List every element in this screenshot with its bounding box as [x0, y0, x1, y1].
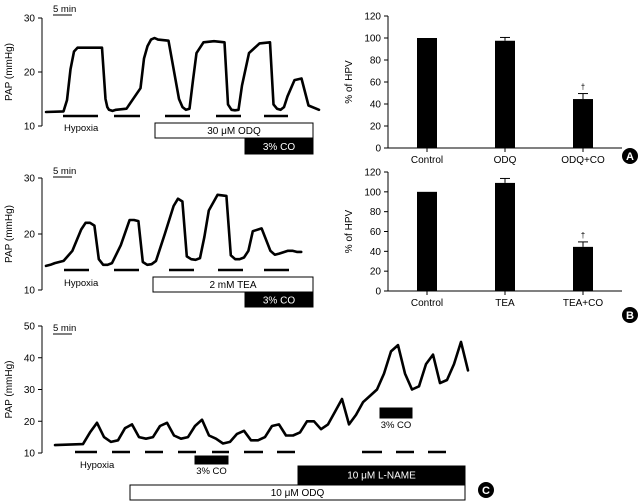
drug-bar [297, 465, 466, 485]
hypoxia-label: Hypoxia [64, 278, 99, 289]
y-tick-label: 50 [24, 322, 36, 333]
y-tick-label: 20 [370, 267, 382, 278]
hypoxia-label: Hypoxia [80, 460, 115, 471]
drug-bar [152, 276, 314, 293]
y-tick-label: 20 [370, 122, 382, 133]
bar-chart-a: 0 20 40 60 80 100 120 % of HPV Control ODQ ODQ+CO † [344, 12, 622, 166]
y-tick-label: 10 [24, 122, 36, 133]
y-tick-label: 40 [370, 247, 382, 258]
drug-bar-label: 30 μM ODQ [207, 126, 261, 137]
bar [573, 246, 593, 291]
x-tick-label: TEA+CO [563, 298, 604, 309]
drug-bar-label: 2 mM TEA [209, 280, 256, 291]
y-tick-label: 40 [24, 353, 36, 364]
y-tick-label: 30 [24, 14, 36, 25]
pressure-trace-line [44, 36, 321, 114]
y-tick-label: 60 [370, 78, 382, 89]
pressure-trace-line [53, 340, 470, 447]
x-tick-label: ODQ [494, 155, 517, 166]
drug-bar [154, 122, 314, 139]
drug-bar [194, 455, 229, 465]
y-tick-label: 80 [370, 207, 382, 218]
y-tick-label: 10 [24, 286, 36, 297]
drug-bar [129, 484, 466, 501]
panel-badge-label: C [482, 485, 490, 497]
panel-badge [478, 482, 494, 498]
bar [573, 99, 593, 148]
x-tick-label: ODQ+CO [561, 155, 605, 166]
bar [417, 191, 437, 291]
y-tick-label: 40 [370, 100, 382, 111]
x-tick-label: Control [411, 155, 443, 166]
bar [495, 182, 515, 291]
drug-bar-label: 3% CO [381, 420, 412, 431]
y-tick-label: 10 [24, 449, 36, 460]
hypoxia-label: Hypoxia [64, 123, 99, 134]
significance-mark: † [581, 83, 585, 92]
y-axis-label: PAP (mmHg) [4, 43, 15, 101]
y-tick-label: 100 [364, 187, 381, 198]
y-tick-label: 0 [375, 144, 381, 155]
bar-chart-b: 0 20 40 60 80 100 120 % of HPV Control TEA TEA+CO † [344, 168, 622, 309]
panel-badge-label: A [626, 151, 634, 163]
drug-bar-label: 3% CO [263, 296, 295, 307]
panel-badge [622, 148, 638, 164]
trace-panel-a: 10 20 30 PAP (mmHg) 5 min Hypoxia 30 μM ODQ3% … [4, 4, 321, 155]
drug-bar-label: 10 μM ODQ [271, 488, 325, 499]
y-axis-label: PAP (mmHg) [4, 361, 15, 419]
x-tick-label: Control [411, 298, 443, 309]
y-axis-label: % of HPV [344, 210, 355, 254]
trace-panel-b: 10 20 30 PAP (mmHg) 5 min Hypoxia 2 mM TEA 3% C… [4, 166, 314, 308]
y-tick-label: 120 [364, 12, 381, 23]
panel-badges: A B C [478, 148, 638, 498]
y-axis-label: % of HPV [344, 60, 355, 104]
y-tick-label: 20 [24, 68, 36, 79]
y-tick-label: 30 [24, 385, 36, 396]
y-tick-label: 20 [24, 417, 36, 428]
trace-panel-c: 10 20 30 40 50 PAP (mmHg) 5 min Hypoxia 3% CO 3% … [4, 322, 470, 501]
significance-mark: † [581, 231, 585, 240]
drug-bar [244, 138, 314, 155]
y-tick-label: 0 [375, 287, 381, 298]
time-scale-label: 5 min [53, 166, 76, 177]
y-tick-label: 100 [364, 34, 381, 45]
x-tick-label: TEA [495, 298, 515, 309]
y-axis-label: PAP (mmHg) [4, 205, 15, 263]
drug-bar [244, 292, 314, 308]
bar [495, 40, 515, 148]
y-tick-label: 60 [370, 227, 382, 238]
y-tick-label: 80 [370, 56, 382, 67]
time-scale-label: 5 min [53, 4, 76, 15]
time-scale-label: 5 min [53, 323, 76, 334]
drug-bar [379, 407, 413, 419]
panel-badge [622, 307, 638, 323]
drug-bar-label: 10 μM L-NAME [347, 471, 416, 482]
drug-bar-label: 3% CO [196, 466, 227, 477]
pressure-trace-line [44, 193, 303, 268]
panel-badge-label: B [626, 310, 634, 322]
bar [417, 38, 437, 148]
drug-bar-label: 3% CO [263, 142, 295, 153]
y-tick-label: 20 [24, 230, 36, 241]
y-tick-label: 30 [24, 174, 36, 185]
y-tick-label: 120 [364, 168, 381, 179]
